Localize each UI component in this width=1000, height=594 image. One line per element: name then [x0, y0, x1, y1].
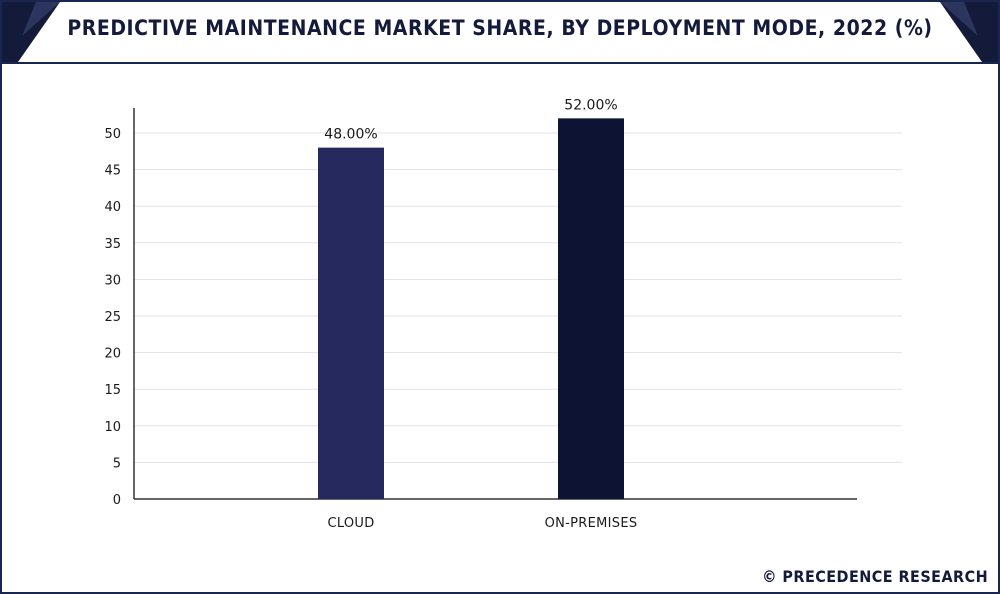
- corner-right-dark: [940, 2, 998, 62]
- data-label: 48.00%: [324, 127, 377, 143]
- y-tick-label: 10: [104, 420, 121, 435]
- y-tick-label: 40: [104, 200, 121, 215]
- labels: 0 5 10 15 20 25 30 35 40 45 50 48.00% CLOUD 52.00% ON-…: [104, 97, 637, 531]
- bar-cloud: [318, 147, 384, 499]
- bars: [318, 118, 624, 500]
- y-tick-label: 30: [104, 273, 121, 288]
- x-tick-label: CLOUD: [327, 516, 374, 531]
- chart-title: PREDICTIVE MAINTENANCE MARKET SHARE, BY …: [67, 16, 933, 40]
- y-tick-label: 25: [104, 310, 121, 325]
- corner-left-light: [22, 2, 60, 36]
- data-label: 52.00%: [564, 97, 617, 113]
- corner-right-light: [940, 2, 978, 36]
- title-banner: PREDICTIVE MAINTENANCE MARKET SHARE, BY …: [2, 2, 998, 64]
- y-tick-label: 50: [104, 127, 121, 142]
- y-tick-label: 15: [104, 383, 121, 398]
- y-tick-label: 35: [104, 237, 121, 252]
- y-tick-label: 5: [113, 456, 121, 471]
- y-tick-label: 20: [104, 347, 121, 362]
- bar-chart: 0 5 10 15 20 25 30 35 40 45 50 48.00% CLOUD 52.00% ON-…: [104, 97, 902, 531]
- corner-left-dark: [2, 2, 60, 62]
- brand-watermark: © PRECEDENCE RESEARCH: [762, 567, 988, 586]
- bar-on-premises: [558, 118, 624, 500]
- gridlines: [134, 132, 902, 463]
- banner-corners: [2, 2, 998, 62]
- x-tick-label: ON-PREMISES: [545, 516, 638, 531]
- y-tick-label: 0: [113, 493, 121, 508]
- axes: [133, 108, 857, 500]
- y-tick-label: 45: [104, 164, 121, 179]
